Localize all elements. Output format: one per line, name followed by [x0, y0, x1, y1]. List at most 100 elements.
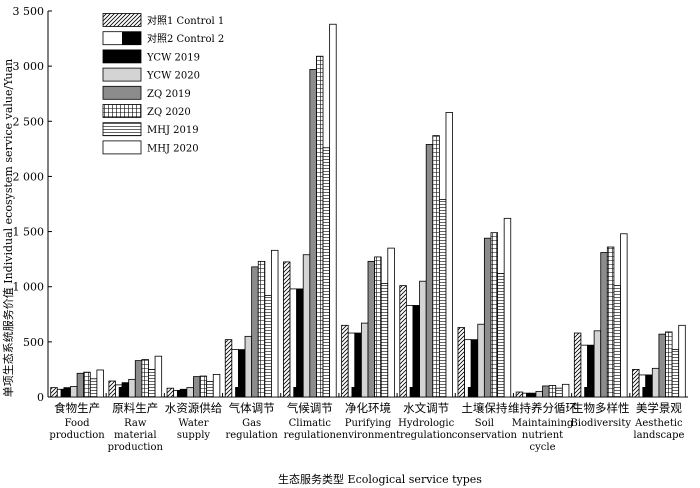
legend-swatch — [102, 49, 142, 64]
category-label-en: Biodiversity — [570, 418, 631, 429]
bar-mhj-2020 — [271, 249, 279, 398]
bar-mhj-2019 — [89, 378, 98, 398]
category-label-zh: 维持养分循环 — [508, 401, 577, 415]
y-tick-label: 1 000 — [13, 281, 45, 294]
category-label-en: conservation — [452, 430, 518, 441]
bar-mhj-2019 — [380, 283, 389, 398]
category-label-en: supply — [177, 430, 211, 441]
bar-half-fill — [467, 387, 472, 397]
bar-mhj-2020 — [96, 369, 104, 398]
bar-对照1-control-1 — [108, 380, 116, 398]
category-label-en: Gas — [242, 418, 261, 429]
bar-ycw-2020 — [244, 335, 253, 398]
x-axis-title: 生态服务类型 Ecological service types — [278, 472, 482, 486]
legend-label: YCW 2019 — [146, 52, 200, 63]
bar-mhj-2019 — [671, 349, 680, 398]
bar-half-fill — [176, 390, 181, 397]
bar-ycw-2019 — [470, 339, 479, 398]
bar-mhj-2019 — [438, 199, 447, 398]
bar-ycw-2020 — [535, 391, 543, 398]
category-label-en: cycle — [530, 442, 556, 453]
bar-对照1-control-1 — [341, 324, 349, 398]
bar-ycw-2019 — [354, 332, 362, 398]
legend-swatch — [102, 122, 142, 137]
category-label-en: Purifying — [345, 418, 392, 429]
bar-half-fill — [235, 387, 239, 397]
category-label-en: material — [114, 430, 157, 441]
bar-ycw-2019 — [528, 392, 537, 398]
category-label-en: production — [49, 430, 105, 441]
category-label-zh: 土壤保持 — [461, 401, 507, 415]
bar-half-fill — [60, 389, 64, 397]
legend-label: 对照2 Control 2 — [147, 32, 224, 45]
bar-对照2-control-2 — [289, 288, 298, 398]
bar-mhj-2020 — [620, 233, 628, 398]
bar-zq-2020 — [374, 256, 382, 398]
bar-ycw-2020 — [128, 378, 136, 398]
bar-对照1-control-1 — [224, 339, 233, 398]
category-label-zh: 食物生产 — [54, 401, 100, 415]
category-label-en: Maintaining — [512, 418, 574, 429]
y-axis-title: 单项生态系统服务价值 Individual ecosystem service … — [1, 59, 15, 398]
category-label-en: Aesthetic — [634, 418, 683, 429]
bar-ycw-2019 — [238, 349, 246, 398]
bar-mhj-2020 — [561, 383, 570, 398]
legend-label: 对照1 Control 1 — [147, 14, 224, 27]
category-label-zh: 原料生产 — [112, 401, 158, 415]
category-label-en: Soil — [475, 418, 494, 429]
bar-zq-2019 — [76, 372, 85, 398]
bar-对照1-control-1 — [632, 369, 640, 398]
bar-ycw-2019 — [63, 387, 71, 398]
bar-mhj-2019 — [206, 381, 214, 398]
bars — [50, 23, 686, 398]
category-labels: 食物生产Foodproduction原料生产Rawmaterialproduct… — [49, 401, 684, 453]
category-label-en: Food — [65, 418, 90, 429]
bar-ycw-2019 — [645, 374, 653, 398]
bar-zq-2019 — [658, 333, 666, 398]
category-label-zh: 水文调节 — [403, 401, 449, 415]
legend-label: YCW 2020 — [146, 71, 200, 82]
bar-mhj-2020 — [329, 23, 337, 398]
bar-ycw-2020 — [477, 323, 485, 398]
bar-half-fill — [642, 387, 646, 397]
y-axis: 0 500 1 000 1 500 2 000 2 500 3 000 3 500 — [13, 5, 52, 404]
category-label-en: Water — [178, 418, 208, 429]
bar-zq-2020 — [141, 359, 149, 398]
bar-mhj-2020 — [678, 324, 686, 398]
bar-zq-2020 — [199, 375, 208, 398]
bar-half-fill — [584, 387, 588, 397]
bar-half-fill — [118, 387, 123, 397]
bar-zq-2019 — [367, 260, 375, 398]
legend-label: MHJ 2019 — [147, 125, 199, 136]
legend-label: ZQ 2019 — [147, 89, 191, 100]
category-label-en: environment — [336, 430, 400, 441]
category-label-en: landscape — [633, 430, 684, 441]
category-label-en: Climatic — [289, 418, 332, 429]
legend-label: ZQ 2020 — [147, 107, 191, 118]
bar-对照1-control-1 — [50, 387, 58, 398]
bar-mhj-2020 — [445, 112, 453, 398]
bar-mhj-2019 — [555, 387, 563, 398]
bar-mhj-2019 — [613, 285, 621, 398]
bar-对照1-control-1 — [283, 261, 291, 398]
category-label-en: Hydrologic — [398, 418, 454, 429]
bar-zq-2019 — [193, 376, 201, 398]
bar-zq-2019 — [134, 360, 143, 398]
bar-mhj-2019 — [148, 369, 156, 398]
legend-swatch — [102, 140, 142, 155]
bar-zq-2019 — [425, 144, 434, 398]
bar-half-fill — [293, 387, 297, 397]
bar-zq-2020 — [548, 385, 557, 398]
legend-swatch — [102, 85, 142, 100]
category-label-en: production — [108, 442, 164, 453]
category-label-zh: 美学景观 — [636, 401, 682, 415]
bar-对照2-control-2 — [405, 305, 414, 398]
y-tick-label: 0 — [37, 391, 44, 404]
bar-zq-2019 — [600, 252, 608, 398]
bar-对照1-control-1 — [573, 332, 582, 398]
y-tick-label: 1 500 — [13, 226, 45, 239]
bar-ycw-2019 — [296, 288, 304, 398]
bar-对照1-control-1 — [457, 327, 465, 398]
y-tick-label: 500 — [23, 336, 44, 349]
